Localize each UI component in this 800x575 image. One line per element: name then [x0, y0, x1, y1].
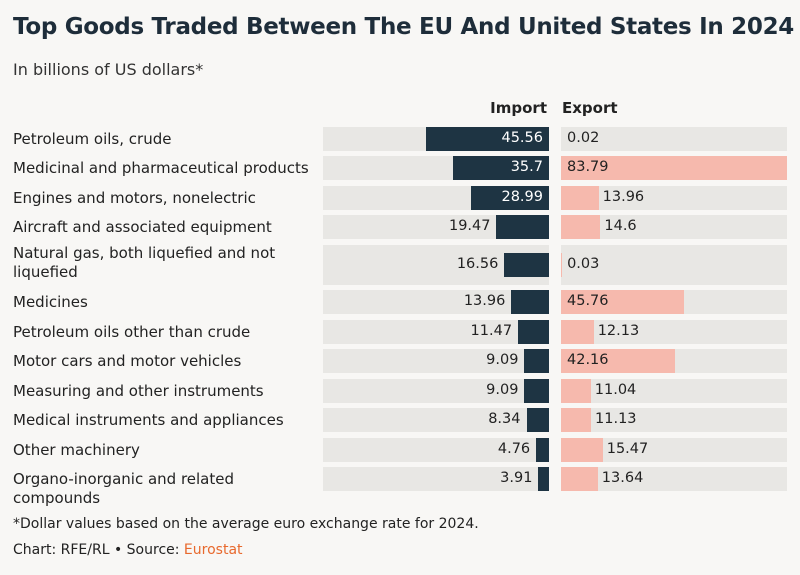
import-bar [524, 349, 549, 373]
category-label: Aircraft and associated equipment [13, 217, 272, 236]
import-value-label: 13.96 [463, 293, 506, 309]
export-value-label: 13.64 [601, 470, 644, 486]
import-track [323, 320, 549, 344]
chart-row: Medicinal and pharmaceutical products 35.… [0, 156, 800, 180]
export-track [561, 320, 787, 344]
category-label: Natural gas, both liquefied and not liqu… [13, 244, 276, 281]
chart-row: Petroleum oils other than crude 11.47 12.1… [0, 320, 800, 344]
category-label: Medicines [13, 292, 88, 311]
footnote: *Dollar values based on the average euro… [13, 516, 479, 532]
import-track [323, 349, 549, 373]
export-bar [561, 408, 592, 432]
export-bar [561, 186, 599, 210]
chart-row: Medicines 13.96 45.76 [0, 290, 800, 314]
import-bar [526, 408, 549, 432]
export-bar [561, 349, 675, 373]
chart-row: Organo-inorganic and related compounds 3.… [0, 467, 800, 507]
export-value-label: 45.76 [567, 293, 609, 309]
credit-prefix: Chart: RFE/RL • Source: [13, 542, 184, 558]
import-value-label: 4.76 [497, 441, 531, 457]
export-bar [561, 215, 601, 239]
export-value-label: 83.79 [567, 159, 609, 175]
source-link[interactable]: Eurostat [183, 542, 243, 558]
import-value-label: 3.91 [500, 470, 533, 486]
import-value-label: 19.47 [448, 218, 491, 234]
import-bar [538, 467, 549, 491]
category-label: Petroleum oils other than crude [13, 322, 251, 341]
category-label: Medicinal and pharmaceutical products [13, 158, 309, 177]
import-column-header: Import [490, 99, 547, 117]
export-value-label: 12.13 [597, 323, 640, 339]
export-track [561, 245, 787, 285]
import-bar [518, 320, 549, 344]
chart-subtitle: In billions of US dollars* [13, 60, 204, 79]
export-value-label: 11.13 [595, 411, 637, 427]
import-bar [536, 438, 549, 462]
export-bar [561, 438, 603, 462]
category-label: Motor cars and motor vehicles [13, 351, 242, 370]
credit-line: Chart: RFE/RL • Source: Eurostat [13, 542, 243, 558]
import-bar [452, 156, 549, 180]
import-value-label: 45.56 [501, 130, 543, 146]
import-value-label: 35.7 [510, 159, 543, 175]
import-value-label: 8.34 [488, 411, 521, 427]
export-value-label: 14.6 [604, 218, 637, 234]
export-column-header: Export [562, 99, 618, 117]
chart-row: Natural gas, both liquefied and not liqu… [0, 244, 800, 285]
import-value-label: 9.09 [486, 352, 519, 368]
export-bar [561, 467, 598, 491]
export-track [561, 186, 787, 210]
category-label: Other machinery [13, 440, 140, 459]
export-track [561, 467, 787, 491]
category-label: Engines and motors, nonelectric [13, 188, 256, 207]
category-label: Organo-inorganic and related compounds [13, 469, 235, 507]
export-bar [561, 290, 685, 314]
export-value-label: 0.03 [567, 256, 600, 272]
export-bar [561, 156, 787, 180]
import-value-label: 9.09 [486, 382, 519, 398]
import-value-label: 28.99 [501, 189, 543, 205]
category-label: Petroleum oils, crude [13, 129, 172, 148]
import-value-label: 16.56 [456, 256, 499, 272]
import-bar [426, 127, 549, 151]
import-value-label: 11.47 [470, 323, 513, 339]
export-track [561, 408, 787, 432]
chart-row: Motor cars and motor vehicles 9.09 42.16 [0, 349, 800, 373]
import-track [323, 290, 549, 314]
export-track [561, 127, 787, 151]
export-value-label: 11.04 [594, 382, 637, 398]
export-bar [561, 320, 594, 344]
import-track [323, 467, 549, 491]
chart-title: Top Goods Traded Between The EU And Unit… [13, 14, 794, 40]
chart-row: Other machinery 4.76 15.47 [0, 438, 800, 462]
export-bar [561, 379, 591, 403]
import-bar [504, 253, 549, 277]
export-track [561, 379, 787, 403]
import-track [323, 379, 549, 403]
export-value-label: 13.96 [602, 189, 645, 205]
import-track [323, 408, 549, 432]
chart-row: Measuring and other instruments 9.09 11.04 [0, 379, 800, 403]
export-value-label: 42.16 [567, 352, 609, 368]
import-bar [524, 379, 549, 403]
export-value-label: 15.47 [606, 441, 649, 457]
export-value-label: 0.02 [567, 130, 600, 146]
import-track [323, 438, 549, 462]
category-label: Measuring and other instruments [13, 381, 264, 400]
import-bar [511, 290, 549, 314]
import-bar [496, 215, 549, 239]
chart-row: Engines and motors, nonelectric 28.99 13.9… [0, 186, 800, 210]
category-label: Medical instruments and appliances [13, 410, 284, 429]
import-bar [470, 186, 549, 210]
chart-row: Medical instruments and appliances 8.34 11… [0, 408, 800, 432]
chart-row: Petroleum oils, crude 45.56 0.02 [0, 127, 800, 151]
chart-row: Aircraft and associated equipment 19.47 14… [0, 215, 800, 239]
